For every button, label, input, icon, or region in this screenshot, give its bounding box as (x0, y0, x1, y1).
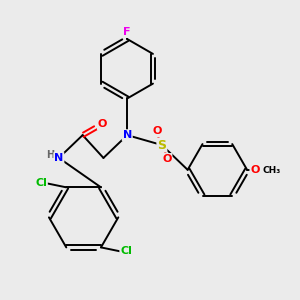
Text: CH₃: CH₃ (263, 166, 281, 175)
Text: Cl: Cl (120, 246, 132, 256)
Text: S: S (158, 139, 166, 152)
Text: O: O (162, 154, 172, 164)
Text: O: O (250, 165, 260, 175)
Text: H: H (46, 150, 54, 160)
Text: N: N (54, 153, 64, 163)
Text: F: F (124, 27, 131, 37)
Text: O: O (98, 119, 107, 129)
Text: Cl: Cl (35, 178, 47, 188)
Text: N: N (123, 130, 132, 140)
Text: O: O (152, 126, 162, 136)
